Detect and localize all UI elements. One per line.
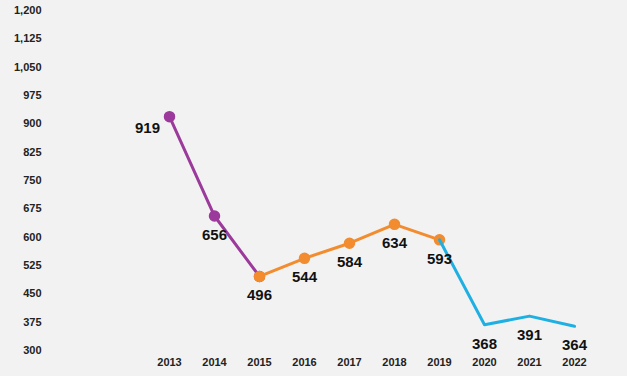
svg-text:1,125: 1,125: [14, 32, 42, 44]
svg-text:2019: 2019: [427, 356, 451, 368]
svg-text:584: 584: [337, 253, 363, 270]
svg-text:2015: 2015: [247, 356, 271, 368]
svg-text:1,200: 1,200: [14, 4, 42, 16]
svg-text:1,050: 1,050: [14, 61, 42, 73]
svg-text:975: 975: [23, 89, 41, 101]
svg-text:2020: 2020: [472, 356, 496, 368]
svg-text:2017: 2017: [337, 356, 361, 368]
svg-text:300: 300: [23, 344, 41, 356]
svg-text:2013: 2013: [157, 356, 181, 368]
svg-text:2021: 2021: [517, 356, 541, 368]
svg-text:368: 368: [472, 335, 497, 352]
svg-text:600: 600: [23, 231, 41, 243]
svg-text:364: 364: [562, 336, 588, 353]
svg-text:2018: 2018: [382, 356, 406, 368]
svg-text:544: 544: [292, 268, 318, 285]
svg-text:656: 656: [202, 226, 227, 243]
svg-text:2022: 2022: [562, 356, 586, 368]
svg-text:675: 675: [23, 202, 41, 214]
svg-text:825: 825: [23, 146, 41, 158]
svg-text:450: 450: [23, 287, 41, 299]
svg-text:900: 900: [23, 117, 41, 129]
svg-text:593: 593: [427, 250, 452, 267]
svg-text:2016: 2016: [292, 356, 316, 368]
svg-text:496: 496: [247, 286, 272, 303]
svg-text:391: 391: [517, 326, 542, 343]
svg-text:634: 634: [382, 234, 408, 251]
svg-text:2014: 2014: [202, 356, 227, 368]
svg-text:919: 919: [135, 119, 160, 136]
svg-text:375: 375: [23, 316, 41, 328]
svg-text:750: 750: [23, 174, 41, 186]
svg-text:525: 525: [23, 259, 41, 271]
